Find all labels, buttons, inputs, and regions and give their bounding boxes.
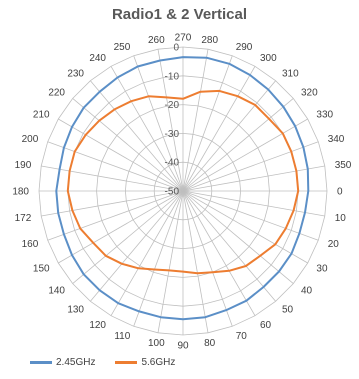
angle-label: 250 bbox=[114, 42, 131, 53]
angle-label: 230 bbox=[67, 69, 84, 80]
angle-label: 190 bbox=[15, 160, 32, 171]
radial-tick-label: 0 bbox=[173, 43, 179, 54]
grid-spoke bbox=[41, 190, 184, 217]
radial-tick-label: -10 bbox=[165, 71, 180, 82]
grid-spoke bbox=[182, 190, 308, 264]
angle-label: 180 bbox=[12, 187, 29, 198]
legend-swatch-series-1 bbox=[30, 361, 52, 364]
angle-label: 70 bbox=[236, 331, 248, 342]
angle-label: 172 bbox=[15, 213, 32, 224]
grid-spoke bbox=[72, 190, 184, 284]
angle-label: 260 bbox=[148, 35, 165, 46]
grid-spoke bbox=[182, 141, 319, 192]
legend-label-series-1: 2.45GHz bbox=[56, 357, 96, 368]
angle-label: 300 bbox=[260, 53, 277, 64]
grid-spoke bbox=[182, 190, 325, 217]
grid-spoke bbox=[182, 98, 294, 192]
grid-spoke bbox=[182, 190, 294, 284]
angle-label: 350 bbox=[335, 160, 352, 171]
angle-label: 100 bbox=[148, 338, 165, 349]
angle-label: 210 bbox=[33, 110, 50, 121]
angle-label: 0 bbox=[337, 187, 343, 198]
angle-label: 330 bbox=[316, 110, 333, 121]
grid-spoke bbox=[41, 165, 184, 192]
grid-spoke bbox=[133, 55, 184, 192]
legend-swatch-series-2 bbox=[115, 361, 138, 364]
radial-tick-label: -30 bbox=[165, 129, 180, 140]
legend: 2.45GHz 5.6GHz bbox=[30, 357, 175, 368]
radial-tick-label: -20 bbox=[165, 100, 180, 111]
radial-tick-label: -40 bbox=[165, 158, 180, 169]
grid-spoke bbox=[182, 190, 209, 333]
angle-label: 270 bbox=[175, 33, 192, 44]
grid-spoke bbox=[90, 80, 184, 192]
chart-title: Radio1 & 2 Vertical bbox=[111, 6, 248, 23]
grid-spoke bbox=[90, 190, 184, 302]
legend-label-series-2: 5.6GHz bbox=[141, 357, 176, 368]
angle-label: 280 bbox=[201, 35, 218, 46]
series-line-1 bbox=[55, 56, 310, 321]
angle-label: 120 bbox=[89, 320, 106, 331]
grid-spoke bbox=[182, 190, 256, 316]
angle-label: 200 bbox=[22, 134, 39, 145]
angle-label: 340 bbox=[328, 134, 345, 145]
grid-spoke bbox=[157, 190, 184, 333]
radial-labels: 0 -10 -20 -30 -40 -50 bbox=[165, 43, 180, 198]
angle-label: 20 bbox=[328, 239, 340, 250]
angle-label: 10 bbox=[335, 213, 347, 224]
angle-label: 80 bbox=[204, 338, 216, 349]
radar-series bbox=[55, 56, 310, 321]
grid-spoke bbox=[182, 165, 325, 192]
angle-label: 320 bbox=[301, 88, 318, 99]
grid-spoke bbox=[182, 49, 209, 192]
grid-spoke bbox=[58, 190, 184, 264]
angle-label: 40 bbox=[301, 286, 313, 297]
grid-spoke bbox=[182, 118, 308, 192]
angle-label: 50 bbox=[282, 305, 294, 316]
grid-spoke bbox=[182, 66, 256, 192]
grid-spoke bbox=[47, 141, 184, 192]
angle-label: 240 bbox=[89, 53, 106, 64]
angle-label: 290 bbox=[236, 42, 253, 53]
angle-label: 150 bbox=[33, 264, 50, 275]
angle-label: 60 bbox=[260, 320, 272, 331]
grid-spoke bbox=[133, 190, 184, 327]
angle-label: 30 bbox=[316, 264, 328, 275]
legend-item-series-1: 2.45GHz bbox=[30, 357, 95, 368]
grid-spoke bbox=[58, 118, 184, 192]
grid-spoke bbox=[182, 190, 276, 302]
grid-spoke bbox=[182, 55, 233, 192]
angle-label: 110 bbox=[114, 331, 130, 342]
grid-spoke bbox=[182, 190, 319, 241]
angle-label: 90 bbox=[177, 341, 189, 352]
angle-label: 140 bbox=[48, 286, 65, 297]
grid-spoke bbox=[47, 190, 184, 241]
series-line-2 bbox=[66, 89, 300, 275]
grid-spoke bbox=[157, 49, 184, 192]
grid-spoke bbox=[110, 66, 184, 192]
angle-label: 310 bbox=[282, 69, 299, 80]
angle-label: 220 bbox=[48, 88, 65, 99]
grid-spoke bbox=[182, 80, 276, 192]
grid-spoke bbox=[182, 190, 233, 327]
angle-label: 130 bbox=[67, 305, 84, 316]
radar-grid bbox=[38, 46, 328, 336]
legend-item-series-2: 5.6GHz bbox=[115, 357, 175, 368]
radial-tick-label: -50 bbox=[165, 187, 180, 198]
angle-label: 160 bbox=[22, 239, 39, 250]
grid-spoke bbox=[72, 98, 184, 192]
grid-spoke bbox=[110, 190, 184, 316]
